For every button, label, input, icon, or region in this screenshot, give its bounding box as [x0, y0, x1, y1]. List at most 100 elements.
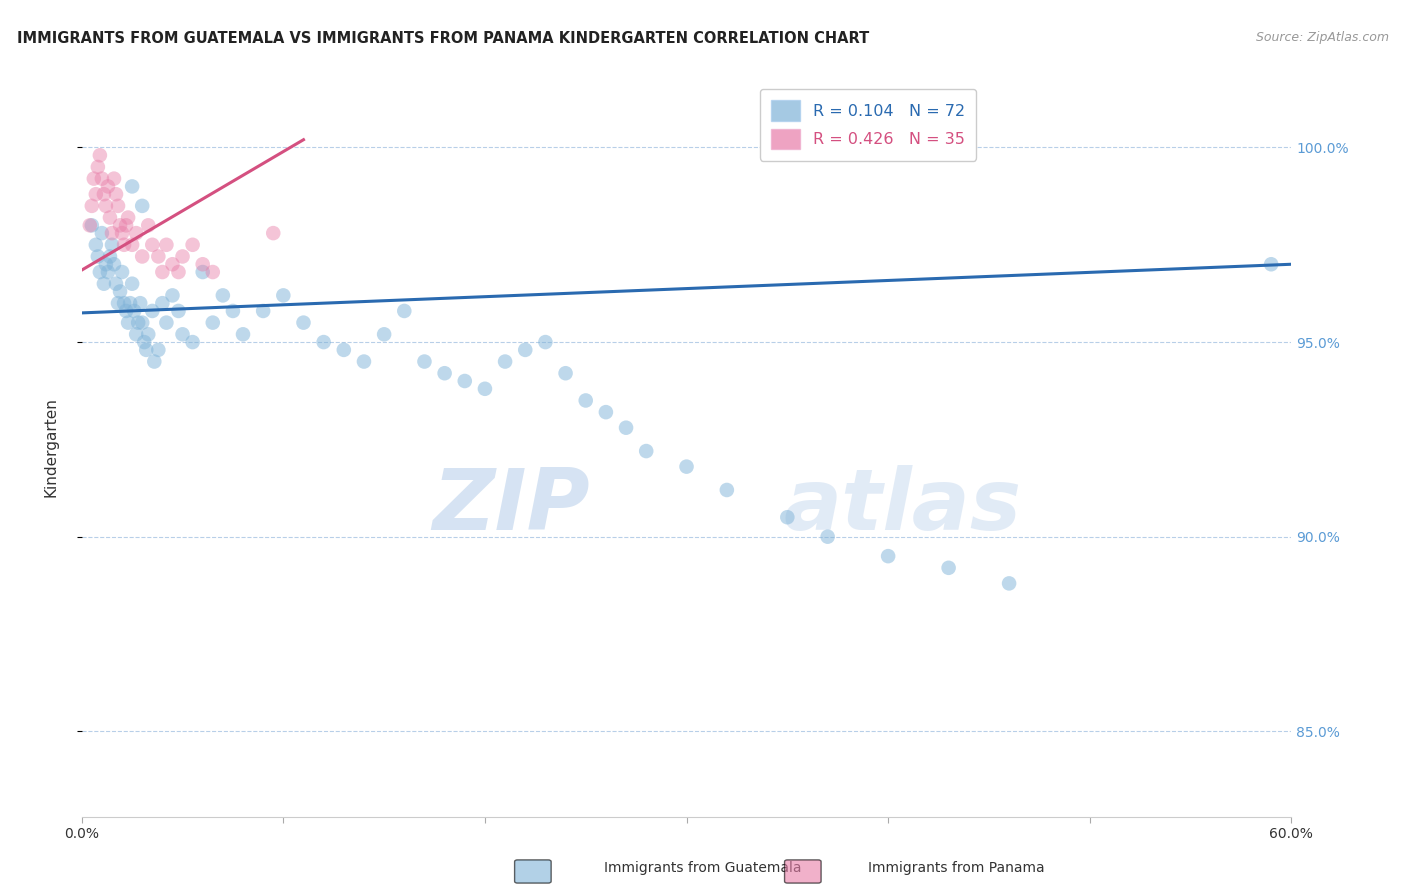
Point — [162, 257, 184, 271]
Point — [141, 237, 163, 252]
Point — [172, 327, 194, 342]
Point — [98, 211, 121, 225]
Point — [636, 444, 658, 458]
Point — [101, 226, 124, 240]
Point — [167, 265, 190, 279]
Point — [776, 510, 799, 524]
Point — [222, 304, 245, 318]
Point — [292, 316, 315, 330]
Point — [232, 327, 254, 342]
Text: Immigrants from Panama: Immigrants from Panama — [868, 862, 1045, 875]
Point — [1260, 257, 1282, 271]
Text: atlas: atlas — [783, 465, 1021, 548]
Point — [614, 420, 637, 434]
Text: IMMIGRANTS FROM GUATEMALA VS IMMIGRANTS FROM PANAMA KINDERGARTEN CORRELATION CHA: IMMIGRANTS FROM GUATEMALA VS IMMIGRANTS … — [17, 31, 869, 46]
Point — [94, 257, 117, 271]
Point — [129, 296, 152, 310]
Point — [136, 327, 159, 342]
Point — [515, 343, 537, 357]
Point — [172, 250, 194, 264]
Point — [273, 288, 295, 302]
Point — [121, 237, 143, 252]
Point — [97, 265, 120, 279]
Text: Source: ZipAtlas.com: Source: ZipAtlas.com — [1256, 31, 1389, 45]
Point — [125, 226, 148, 240]
Point — [115, 219, 138, 233]
Point — [252, 304, 274, 318]
Point — [94, 199, 117, 213]
Point — [83, 171, 105, 186]
Point — [394, 304, 416, 318]
Point — [373, 327, 395, 342]
Point — [112, 237, 135, 252]
Point — [675, 459, 697, 474]
Point — [89, 265, 111, 279]
Point — [84, 237, 107, 252]
Point — [150, 296, 173, 310]
Point — [93, 277, 115, 291]
Point — [262, 226, 284, 240]
Point — [121, 277, 143, 291]
Point — [134, 335, 156, 350]
Point — [127, 316, 149, 330]
Point — [191, 265, 214, 279]
Point — [111, 265, 134, 279]
Point — [90, 226, 112, 240]
Point — [117, 316, 139, 330]
Point — [454, 374, 477, 388]
Point — [125, 327, 148, 342]
Point — [150, 265, 173, 279]
Point — [333, 343, 356, 357]
Point — [107, 296, 129, 310]
Point — [98, 250, 121, 264]
Point — [112, 296, 135, 310]
Point — [312, 335, 335, 350]
Point — [115, 304, 138, 318]
Point — [212, 288, 235, 302]
Point — [136, 219, 159, 233]
Point — [131, 199, 153, 213]
Point — [121, 179, 143, 194]
Point — [143, 354, 166, 368]
Point — [877, 549, 900, 563]
Point — [120, 296, 142, 310]
Point — [103, 257, 125, 271]
Point — [554, 366, 576, 380]
Point — [122, 304, 145, 318]
Point — [155, 237, 177, 252]
Point — [938, 561, 960, 575]
Point — [181, 335, 204, 350]
Point — [84, 187, 107, 202]
Point — [353, 354, 375, 368]
Point — [716, 483, 738, 497]
Point — [103, 171, 125, 186]
Point — [534, 335, 557, 350]
Point — [101, 237, 124, 252]
Point — [998, 576, 1021, 591]
Point — [117, 211, 139, 225]
Point — [155, 316, 177, 330]
Point — [89, 148, 111, 162]
Point — [575, 393, 598, 408]
Point — [111, 226, 134, 240]
Point — [105, 277, 128, 291]
Point — [105, 187, 128, 202]
Point — [162, 288, 184, 302]
Point — [90, 171, 112, 186]
Point — [148, 250, 170, 264]
Point — [108, 219, 131, 233]
Legend: R = 0.104   N = 72, R = 0.426   N = 35: R = 0.104 N = 72, R = 0.426 N = 35 — [761, 89, 976, 161]
Y-axis label: Kindergarten: Kindergarten — [44, 397, 58, 497]
Point — [167, 304, 190, 318]
Point — [817, 530, 839, 544]
Point — [474, 382, 496, 396]
Point — [97, 179, 120, 194]
Point — [87, 160, 110, 174]
Point — [191, 257, 214, 271]
Point — [135, 343, 157, 357]
Text: Immigrants from Guatemala: Immigrants from Guatemala — [605, 862, 801, 875]
Point — [181, 237, 204, 252]
Point — [433, 366, 456, 380]
Point — [595, 405, 617, 419]
Point — [131, 250, 153, 264]
